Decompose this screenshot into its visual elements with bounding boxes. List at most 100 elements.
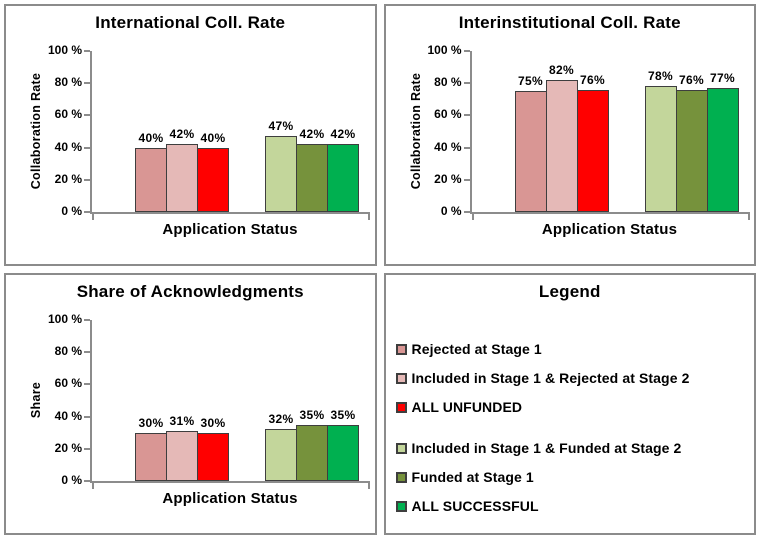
bar-value-label: 31% — [169, 414, 195, 429]
y-axis-tick-label: 0 % — [61, 473, 82, 487]
y-axis-tick — [84, 319, 90, 321]
x-axis-title: Application Status — [162, 490, 298, 507]
bar-value-label: 40% — [138, 130, 164, 145]
bar-value-label: 42% — [299, 127, 325, 142]
bar-value-label: 30% — [138, 415, 164, 430]
legend-item-label: ALL UNFUNDED — [411, 399, 523, 415]
bar — [265, 136, 297, 212]
y-axis-tick-label: 100 % — [427, 43, 462, 57]
bar — [135, 147, 167, 212]
y-axis-tick — [84, 114, 90, 117]
legend-item: Funded at Stage 1 — [395, 467, 749, 487]
bar-value-label: 30% — [200, 415, 226, 430]
legend-item-label: Included in Stage 1 & Rejected at Stage … — [411, 370, 690, 386]
legend-item: ALL UNFUNDED — [395, 397, 749, 417]
bar — [135, 432, 167, 481]
x-axis-title: Application Status — [162, 221, 298, 238]
y-axis-tick — [84, 82, 90, 85]
legend-swatch — [395, 372, 407, 384]
y-axis-tick — [463, 211, 470, 213]
y-axis-tick-label: 0 % — [440, 204, 462, 218]
x-axis-end-tick — [368, 483, 370, 489]
bar-value-label: 76% — [679, 72, 704, 87]
bar-value-label: 32% — [268, 412, 294, 427]
x-axis-end-tick — [368, 214, 370, 220]
panel-international-coll-rate: International Coll. Rate Collaboration R… — [4, 4, 377, 266]
y-axis-tick — [463, 178, 470, 181]
plot-area: 0 % 20 % 40 % 60 % 80 % 100 % 75% 82% 76% 78% 76% 7… — [427, 43, 750, 220]
chart-title: International Coll. Rate — [95, 13, 286, 32]
bar-value-label: 78% — [648, 69, 673, 84]
plot-area: 0 % 20 % 40 % 60 % 80 % 100 % 30% 31% 30% 32% 35% 3… — [48, 312, 370, 489]
bar-value-label: 47% — [268, 119, 294, 134]
y-axis-tick-label: 20 % — [54, 171, 82, 186]
y-axis-tick — [84, 351, 90, 354]
y-axis-tick-label: 80 % — [54, 344, 82, 359]
x-axis-end-tick — [471, 214, 474, 220]
y-axis-tick — [463, 50, 470, 52]
y-axis-tick-label: 100 % — [47, 43, 82, 57]
legend-item: Rejected at Stage 1 — [395, 339, 749, 359]
legend-swatch — [395, 471, 407, 483]
bar — [706, 88, 739, 212]
y-axis-tick — [84, 50, 90, 52]
legend-group: Included in Stage 1 & Funded at Stage 2 F… — [395, 438, 749, 516]
y-axis-tick — [84, 146, 90, 149]
y-axis-tick — [84, 415, 90, 418]
chart-title: Interinstitutional Coll. Rate — [458, 13, 681, 32]
y-axis-tick-label: 60 % — [54, 107, 82, 122]
bar-value-label: 35% — [330, 407, 356, 422]
y-axis-tick-label: 40 % — [54, 408, 82, 423]
bar — [296, 144, 328, 212]
y-axis-tick — [84, 480, 90, 482]
legend-swatch — [395, 500, 407, 512]
y-axis-tick — [84, 211, 90, 213]
y-axis-tick-label: 60 % — [54, 376, 82, 391]
legend-group: Rejected at Stage 1 Included in Stage 1 &… — [395, 339, 749, 417]
plot-area: 0 % 20 % 40 % 60 % 80 % 100 % 40% 42% 40% 47% 42% 4… — [48, 43, 370, 220]
panel-legend: Legend Rejected at Stage 1 Included in St… — [383, 273, 756, 535]
y-axis-tick — [84, 178, 90, 181]
y-axis-tick — [84, 447, 90, 450]
bar — [514, 91, 547, 212]
bar — [675, 89, 708, 212]
x-axis-end-tick — [92, 214, 94, 220]
y-axis-tick-label: 100 % — [47, 312, 82, 326]
bar — [197, 432, 229, 481]
x-axis-title: Application Status — [541, 221, 678, 238]
bar — [644, 86, 677, 212]
bar — [327, 424, 359, 481]
legend-item-label: Included in Stage 1 & Funded at Stage 2 — [411, 440, 682, 456]
chart-title: Share of Acknowledgments — [76, 282, 304, 301]
bar — [296, 424, 328, 481]
bar — [576, 89, 609, 212]
bar-value-label: 77% — [710, 71, 735, 86]
y-axis-tick-label: 0 % — [61, 204, 82, 218]
x-axis-end-tick — [92, 483, 94, 489]
bar-value-label: 35% — [299, 407, 325, 422]
legend-item: Included in Stage 1 & Rejected at Stage … — [395, 368, 749, 388]
bar-value-label: 42% — [169, 127, 195, 142]
bar-value-label: 75% — [518, 74, 543, 89]
legend-groups: Rejected at Stage 1 Included in Stage 1 &… — [395, 339, 749, 525]
legend-swatch — [395, 401, 407, 413]
legend-item: ALL SUCCESSFUL — [395, 496, 749, 516]
y-axis-tick-label: 20 % — [54, 440, 82, 455]
y-axis-tick-label: 40 % — [54, 139, 82, 154]
bar-value-label: 40% — [200, 130, 226, 145]
bar — [166, 431, 198, 481]
bar-value-label: 82% — [549, 62, 574, 77]
bar — [545, 79, 578, 212]
panel-share-of-acknowledgments: Share of Acknowledgments Share 0 % 20 % 40… — [4, 273, 377, 535]
bar — [197, 147, 229, 212]
bar-value-label: 42% — [330, 127, 356, 142]
bar — [265, 429, 297, 481]
y-axis-tick — [463, 82, 470, 85]
y-axis-tick — [84, 383, 90, 386]
legend-title: Legend — [538, 282, 601, 301]
panel-interinstitutional-coll-rate: Interinstitutional Coll. Rate Collaborat… — [383, 4, 756, 266]
legend-swatch — [395, 442, 407, 454]
bar — [327, 144, 359, 212]
y-axis-tick — [463, 146, 470, 149]
